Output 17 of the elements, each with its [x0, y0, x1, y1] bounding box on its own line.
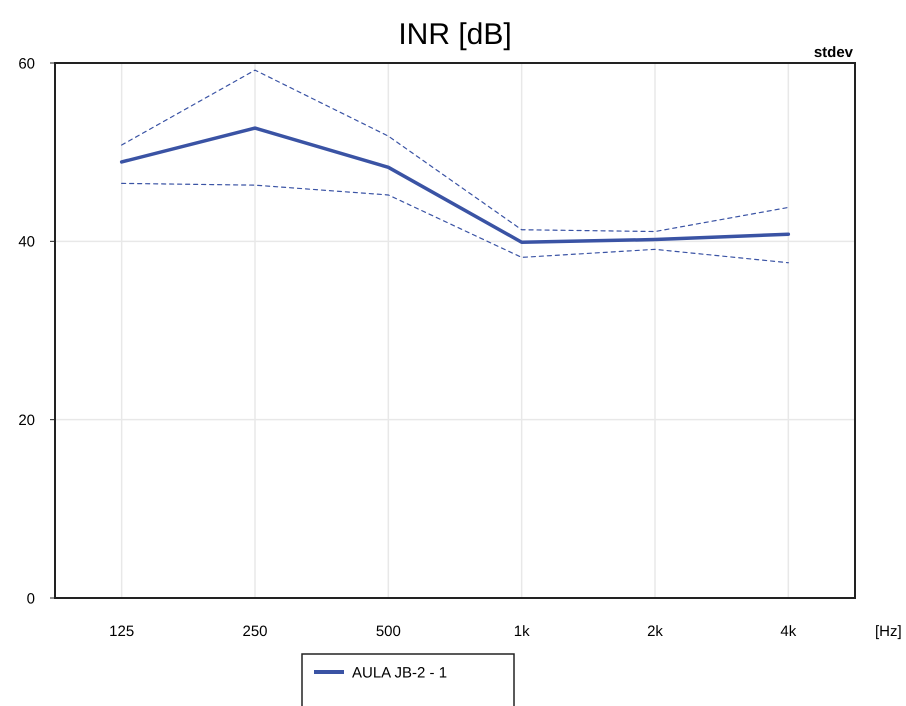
- chart-title: INR [dB]: [398, 18, 512, 51]
- y-tick-label: 20: [18, 412, 35, 429]
- y-tick-label: 40: [18, 234, 35, 251]
- y-tick-label: 0: [26, 590, 35, 608]
- line-series: [120, 126, 790, 244]
- line-series: [121, 70, 789, 232]
- x-tick-label: 4k: [780, 623, 797, 640]
- y-tick-label: 60: [18, 55, 35, 72]
- x-tick-label: 250: [242, 623, 268, 640]
- x-tick-label: 1k: [514, 623, 530, 640]
- x-tick-label: 500: [376, 623, 401, 640]
- legend-label: AULA JB-2 - 1: [352, 664, 448, 682]
- line-series: [121, 182, 789, 264]
- x-tick-label: 2k: [647, 623, 664, 640]
- x-tick-label: 125: [109, 623, 134, 640]
- x-axis-title: [Hz]: [875, 623, 902, 640]
- text: stdev: [814, 44, 854, 61]
